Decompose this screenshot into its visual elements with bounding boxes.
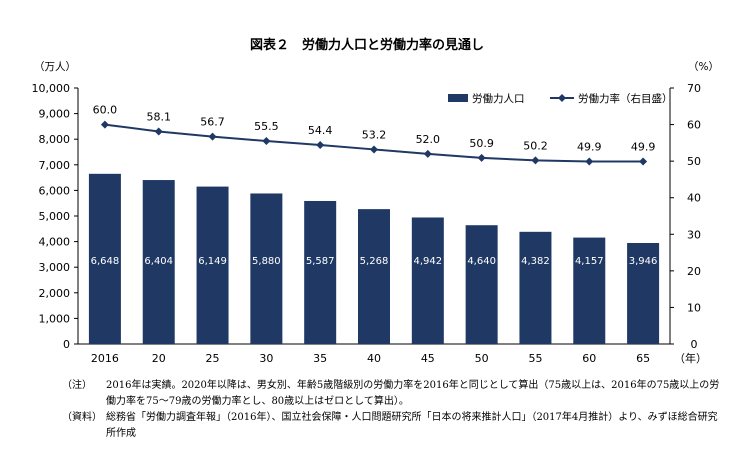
right-tick-label: 40 (687, 192, 701, 205)
rate-value-label: 49.9 (631, 141, 656, 154)
left-tick-label: 5,000 (39, 210, 71, 223)
rate-value-label: 52.0 (416, 133, 441, 146)
bar (465, 225, 498, 344)
x-tick-label: 45 (421, 352, 435, 365)
right-tick-label: 30 (687, 228, 701, 241)
rate-marker (100, 120, 109, 129)
legend-bar-label: 労働力人口 (472, 92, 525, 105)
bar (196, 186, 229, 344)
bar-value-label: 6,404 (144, 256, 173, 267)
rate-value-label: 60.0 (93, 104, 118, 117)
x-tick-label: 40 (367, 352, 381, 365)
left-tick-label: 9,000 (39, 108, 71, 121)
bar (411, 217, 444, 344)
x-axis-unit: （年） (674, 351, 707, 365)
x-tick-label: 2016 (91, 352, 119, 365)
rate-value-label: 56.7 (200, 116, 225, 129)
chart-title: 図表２ 労働力人口と労働力率の見通し (249, 38, 484, 53)
source-text: 総務省「労働力調査年報」（2016年）、国立社会保障・人口問題研究所「日本の将来… (106, 412, 718, 439)
bar-value-label: 4,640 (467, 256, 496, 267)
left-tick-label: 0 (63, 338, 70, 351)
legend-line-marker (558, 94, 566, 102)
bar-value-label: 6,648 (91, 256, 120, 267)
chart-canvas: 0 1,000 2,000 3,000 4,000 5,000 6,000 7,000 8,00… (32, 82, 708, 365)
rate-marker (208, 132, 217, 141)
right-tick-label: 60 (687, 119, 701, 132)
left-axis-unit: （万人） (34, 61, 76, 73)
rate-value-label: 54.4 (308, 124, 333, 137)
right-tick-label: 10 (687, 301, 701, 314)
bar-value-label: 6,149 (198, 256, 227, 267)
x-tick-label: 20 (152, 352, 166, 365)
bar-value-label: 5,587 (306, 256, 335, 267)
source-row: （資料） 総務省「労働力調査年報」（2016年）、国立社会保障・人口問題研究所「… (62, 410, 722, 442)
note-text: 2016年は実績。2020年以降は、男女別、年齢5歳階級別の労働力率を2016年… (106, 380, 720, 407)
rate-marker (477, 153, 486, 162)
left-tick-label: 4,000 (39, 236, 71, 249)
bar (358, 209, 390, 344)
rate-marker (531, 156, 540, 165)
rate-value-label: 58.1 (146, 111, 171, 124)
x-tick-label: 35 (313, 352, 327, 365)
rate-value-label: 53.2 (362, 128, 387, 141)
rate-marker (585, 157, 594, 166)
rate-value-label: 50.2 (523, 139, 548, 152)
bar (627, 242, 660, 344)
right-tick-label: 20 (687, 265, 701, 278)
bar-value-label: 4,942 (413, 256, 442, 267)
bar-value-label: 4,157 (575, 256, 604, 267)
rate-marker (316, 141, 325, 150)
bar (573, 237, 606, 344)
left-tick-label: 10,000 (32, 82, 71, 95)
bar-value-label: 5,268 (360, 256, 389, 267)
left-tick-label: 3,000 (39, 261, 71, 274)
bar (304, 200, 337, 344)
x-tick-label: 65 (636, 352, 650, 365)
bar-value-label: 5,880 (252, 256, 281, 267)
bar (88, 173, 121, 344)
rate-marker (370, 145, 378, 154)
rate-value-label: 50.9 (469, 137, 494, 150)
legend-bar-swatch (448, 94, 468, 102)
bar-value-label: 4,382 (521, 256, 550, 267)
rate-marker (639, 157, 648, 166)
bar (519, 231, 552, 344)
x-tick-label: 55 (528, 352, 542, 365)
rate-marker (423, 149, 432, 158)
left-tick-label: 1,000 (39, 312, 71, 325)
notes-section: （注） 2016年は実績。2020年以降は、男女別、年齢5歳階級別の労働力率を2… (62, 378, 722, 442)
rate-marker (262, 137, 271, 146)
legend-line-label: 労働力率（右目盛） (578, 92, 673, 105)
right-tick-label: 70 (687, 82, 701, 95)
left-tick-label: 2,000 (39, 287, 71, 300)
rate-value-label: 55.5 (254, 120, 279, 133)
bar-value-label: 3,946 (629, 256, 658, 267)
note-tag: （注） (62, 380, 92, 391)
x-tick-label: 30 (259, 352, 273, 365)
rate-marker (154, 127, 163, 136)
right-axis-unit: （%） (688, 61, 719, 73)
left-tick-label: 7,000 (39, 159, 71, 172)
right-tick-label: 50 (687, 155, 701, 168)
source-tag: （資料） (62, 412, 102, 423)
right-tick-label: 0 (691, 338, 698, 351)
rate-value-label: 49.9 (577, 141, 602, 154)
bar (250, 193, 283, 344)
x-tick-label: 25 (206, 352, 220, 365)
x-tick-label: 60 (582, 352, 596, 365)
x-tick-label: 50 (475, 352, 489, 365)
note-row: （注） 2016年は実績。2020年以降は、男女別、年齢5歳階級別の労働力率を2… (62, 378, 722, 410)
bar (142, 180, 175, 344)
left-tick-label: 8,000 (39, 133, 71, 146)
left-tick-label: 6,000 (39, 184, 71, 197)
